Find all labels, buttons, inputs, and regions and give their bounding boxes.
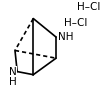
Text: H: H	[9, 77, 17, 87]
Text: H–Cl: H–Cl	[77, 2, 100, 12]
Text: NH: NH	[58, 32, 73, 42]
Text: H–Cl: H–Cl	[64, 18, 87, 28]
Text: N: N	[9, 67, 17, 77]
